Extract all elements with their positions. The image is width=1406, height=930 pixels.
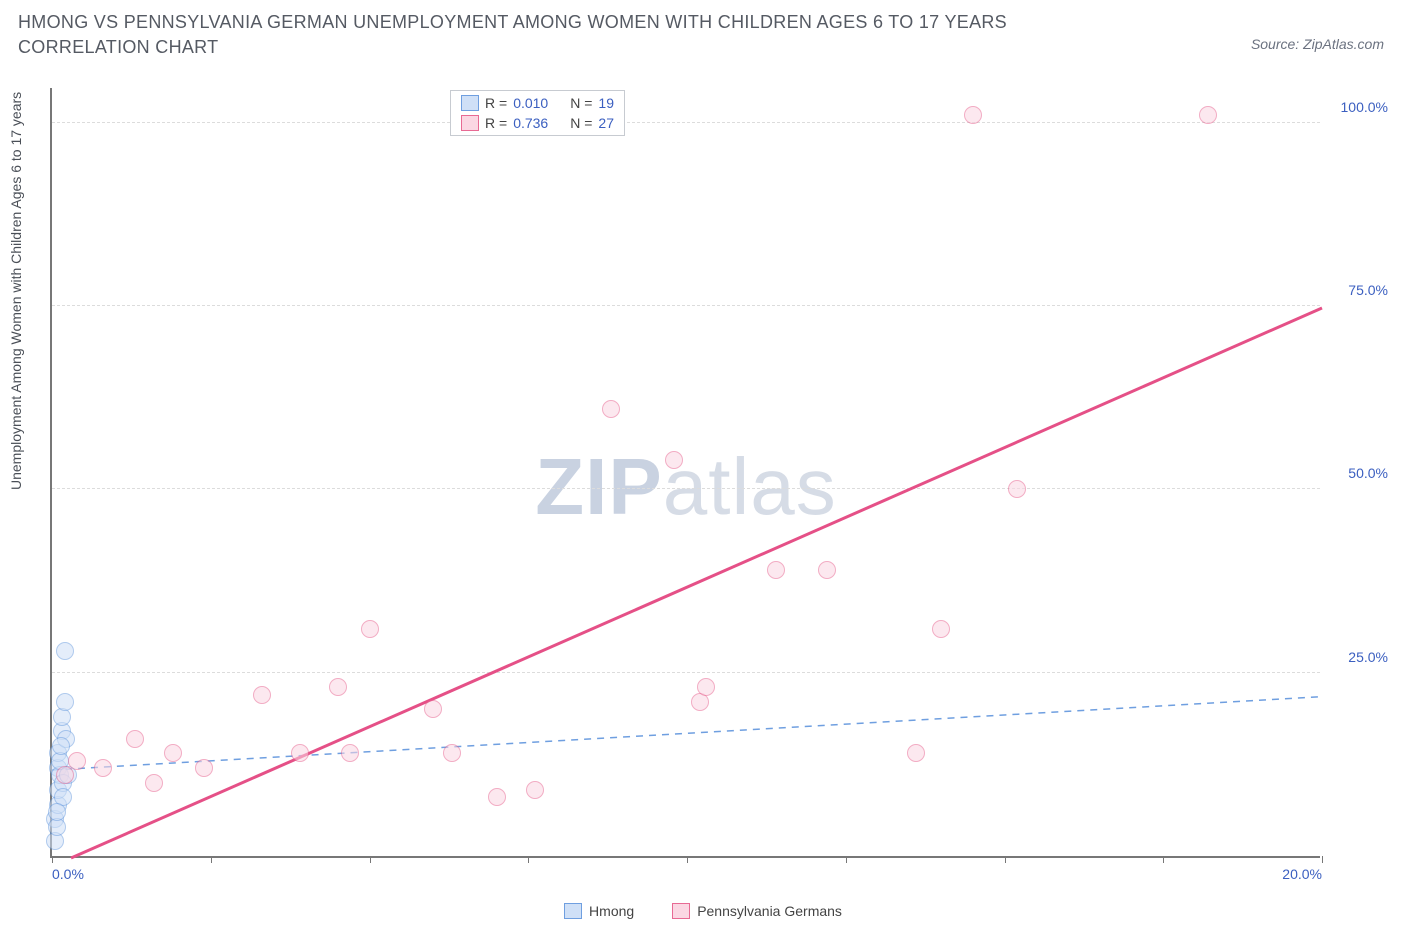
- legend-label: Pennsylvania Germans: [697, 903, 842, 919]
- legend-series: Hmong Pennsylvania Germans: [0, 903, 1406, 919]
- data-point-pa_germans: [126, 730, 144, 748]
- data-point-pa_germans: [767, 561, 785, 579]
- x-tick: [1322, 856, 1323, 863]
- trend-line-hmong: [52, 697, 1322, 770]
- data-point-pa_germans: [602, 400, 620, 418]
- trend-lines: [52, 88, 1322, 858]
- data-point-pa_germans: [56, 766, 74, 784]
- data-point-pa_germans: [145, 774, 163, 792]
- data-point-pa_germans: [361, 620, 379, 638]
- trend-line-pa_germans: [71, 308, 1322, 858]
- data-point-pa_germans: [253, 686, 271, 704]
- data-point-pa_germans: [488, 788, 506, 806]
- data-point-hmong: [52, 737, 70, 755]
- data-point-pa_germans: [329, 678, 347, 696]
- data-point-pa_germans: [697, 678, 715, 696]
- data-point-pa_germans: [932, 620, 950, 638]
- data-point-pa_germans: [164, 744, 182, 762]
- legend-stats: R = 0.010 N = 19 R = 0.736 N = 27: [450, 90, 625, 136]
- source-label: Source: ZipAtlas.com: [1251, 36, 1384, 52]
- swatch-hmong: [461, 95, 479, 111]
- data-point-hmong: [56, 642, 74, 660]
- data-point-pa_germans: [94, 759, 112, 777]
- x-tick-label: 20.0%: [1282, 866, 1322, 882]
- data-point-pa_germans: [1008, 480, 1026, 498]
- data-point-pa_germans: [68, 752, 86, 770]
- data-point-pa_germans: [195, 759, 213, 777]
- legend-label: Hmong: [589, 903, 634, 919]
- data-point-pa_germans: [341, 744, 359, 762]
- data-point-pa_germans: [526, 781, 544, 799]
- y-tick-label: 100.0%: [1341, 99, 1388, 115]
- swatch-pa-germans: [672, 903, 690, 919]
- plot-area: ZIPatlas 25.0%50.0%75.0%100.0%0.0%20.0%: [50, 88, 1320, 858]
- data-point-pa_germans: [818, 561, 836, 579]
- data-point-hmong: [48, 803, 66, 821]
- y-tick-label: 25.0%: [1348, 649, 1388, 665]
- chart-title: HMONG VS PENNSYLVANIA GERMAN UNEMPLOYMEN…: [18, 10, 1118, 60]
- data-point-pa_germans: [443, 744, 461, 762]
- y-tick-label: 50.0%: [1348, 465, 1388, 481]
- y-tick-label: 75.0%: [1348, 282, 1388, 298]
- x-tick-label: 0.0%: [52, 866, 84, 882]
- data-point-pa_germans: [907, 744, 925, 762]
- legend-stats-row-hmong: R = 0.010 N = 19: [451, 93, 624, 113]
- data-point-pa_germans: [424, 700, 442, 718]
- data-point-pa_germans: [665, 451, 683, 469]
- data-point-pa_germans: [1199, 106, 1217, 124]
- data-point-pa_germans: [964, 106, 982, 124]
- y-axis-label: Unemployment Among Women with Children A…: [8, 92, 24, 490]
- data-point-pa_germans: [291, 744, 309, 762]
- swatch-pa-germans: [461, 115, 479, 131]
- legend-item-hmong: Hmong: [564, 903, 634, 919]
- swatch-hmong: [564, 903, 582, 919]
- legend-item-pa-germans: Pennsylvania Germans: [672, 903, 842, 919]
- legend-stats-row-pa-germans: R = 0.736 N = 27: [451, 113, 624, 133]
- data-point-hmong: [56, 693, 74, 711]
